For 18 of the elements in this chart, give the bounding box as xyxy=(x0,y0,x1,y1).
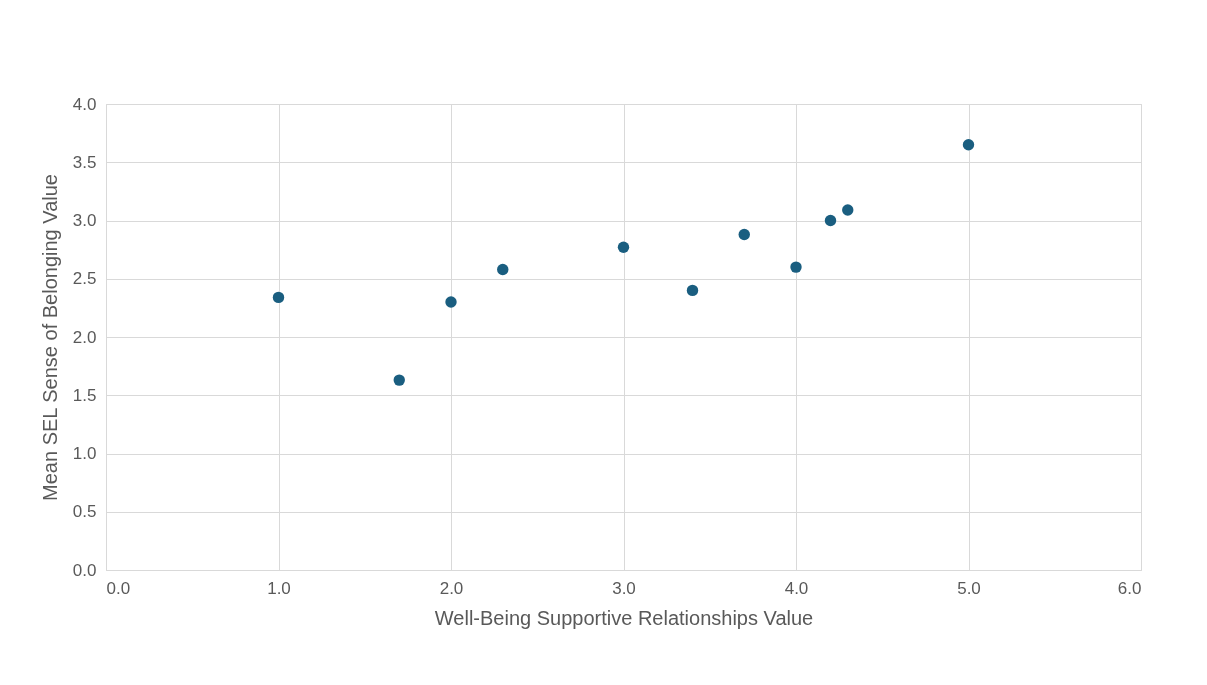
x-tick-label: 3.0 xyxy=(612,578,636,598)
y-tick-label: 3.0 xyxy=(72,211,97,230)
x-tick-label: 5.0 xyxy=(957,578,981,598)
y-tick-label: 0.0 xyxy=(72,560,97,580)
x-tick-label: 4.0 xyxy=(784,578,809,598)
y-tick-label: 2.5 xyxy=(72,269,97,289)
x-tick-label: 0.0 xyxy=(106,578,131,598)
x-tick-label: 6.0 xyxy=(1117,578,1142,598)
y-tick-label: 1.0 xyxy=(72,444,97,463)
x-axis-title: Well-Being Supportive Relationships Value xyxy=(434,606,814,629)
y-tick-label: 3.5 xyxy=(72,152,97,172)
y-tick-label: 2.0 xyxy=(72,327,97,347)
x-tick-label: 1.0 xyxy=(267,578,291,598)
y-tick-label: 0.5 xyxy=(72,502,97,522)
y-axis-title: Mean SEL Sense of Belonging Value xyxy=(38,174,61,501)
y-tick-label: 4.0 xyxy=(72,94,97,114)
y-tick-label: 1.5 xyxy=(72,385,97,405)
x-tick-label: 2.0 xyxy=(439,578,464,598)
